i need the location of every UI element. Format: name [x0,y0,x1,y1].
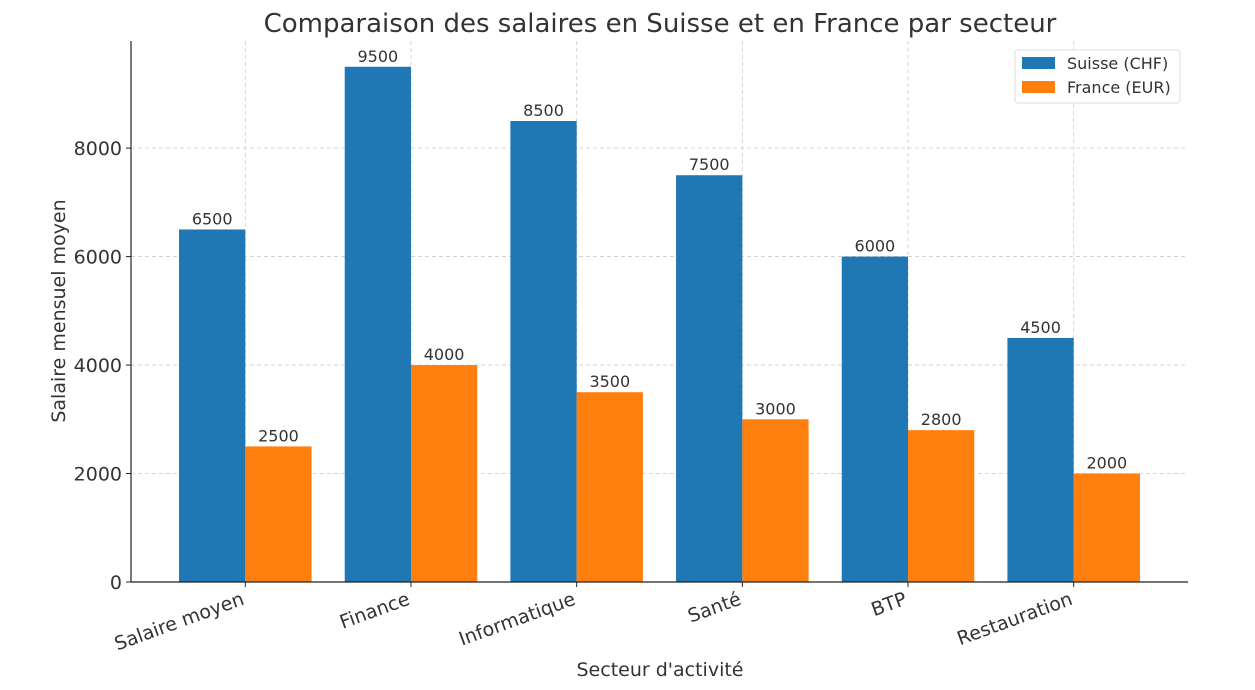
chart-title: Comparaison des salaires en Suisse et en… [264,9,1057,39]
data-label: 9500 [357,47,398,66]
data-label: 3000 [755,399,796,418]
bar-suisse [179,229,246,582]
x-tick-label: Informatique [456,588,578,650]
bars [179,66,1140,582]
bar-suisse [344,66,411,582]
bar-france [742,419,809,582]
data-label: 3500 [589,372,630,391]
x-tick-label: Santé [685,588,744,627]
data-label: 2800 [921,410,962,429]
data-label: 8500 [523,101,564,120]
legend-label: Suisse (CHF) [1067,54,1168,73]
data-label: 6500 [192,209,233,228]
data-label: 2000 [1086,454,1127,473]
legend-swatch [1022,81,1055,93]
x-axis-label: Secteur d'activité [577,659,744,681]
y-tick-label: 8000 [74,138,122,160]
legend-box [1014,49,1181,104]
bar-france [1073,473,1140,582]
data-label: 2500 [258,426,299,445]
bar-suisse [510,120,577,582]
data-label: 7500 [689,155,730,174]
x-tick-label: Salaire moyen [112,588,247,655]
data-label: 4000 [424,345,465,364]
y-axis-label: Salaire mensuel moyen [48,199,70,422]
y-tick-label: 0 [110,572,122,594]
bar-suisse [1007,337,1074,582]
legend-swatch [1022,57,1055,69]
data-label: 6000 [855,237,896,256]
bar-france [245,446,312,582]
y-tick-label: 6000 [74,247,122,269]
x-tick-label: BTP [868,588,909,621]
bar-france [576,392,643,582]
legend: Suisse (CHF) France (EUR) [1014,49,1181,104]
bar-france [908,430,975,582]
bar-suisse [676,175,743,582]
bar-suisse [841,256,909,582]
legend-label: France (EUR) [1067,78,1171,97]
x-tick-label: Restauration [954,588,1075,650]
x-tick-label: Finance [337,588,413,634]
y-tick-label: 2000 [74,464,122,486]
data-label: 4500 [1020,318,1061,337]
bar-france [410,365,478,582]
y-tick-label: 4000 [74,355,122,377]
data-labels: 6500 9500 8500 7500 6000 4500 2500 4000 3500 3000… [192,47,1127,473]
